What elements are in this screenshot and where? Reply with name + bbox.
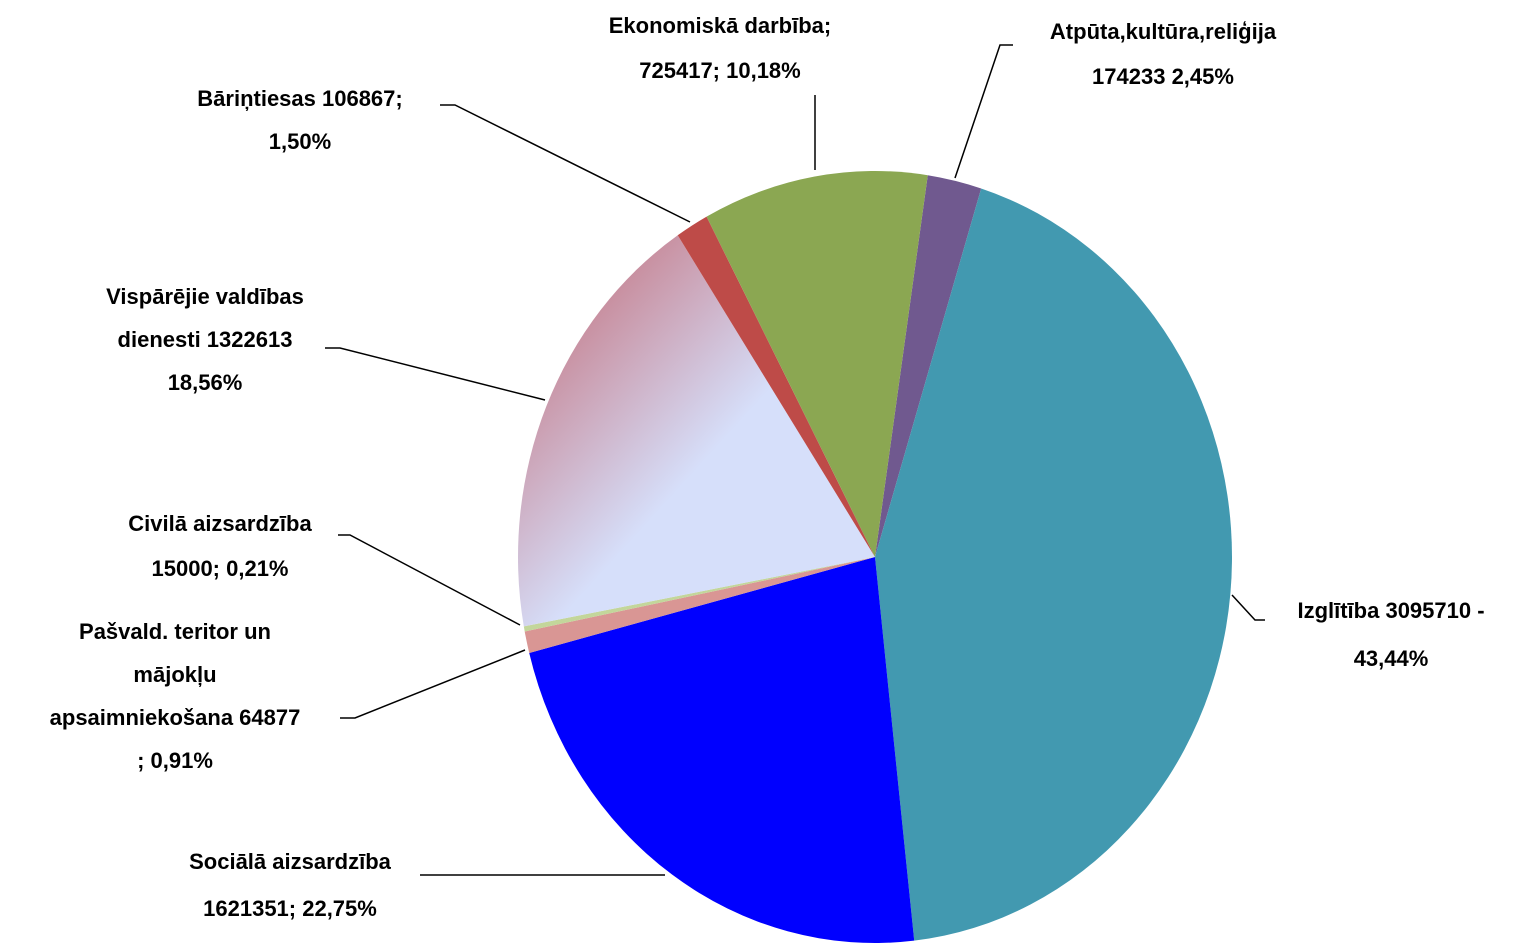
data-label: 1621351; 22,75% bbox=[203, 896, 377, 921]
data-label: Atpūta,kultūra,reliģija bbox=[1050, 19, 1277, 44]
pie-slice bbox=[875, 188, 1233, 941]
leader-line bbox=[340, 649, 526, 719]
data-label: 1,50% bbox=[269, 129, 331, 154]
leader-line bbox=[1231, 594, 1265, 621]
pie-slice bbox=[523, 557, 875, 632]
data-label: mājokļu bbox=[133, 662, 216, 687]
pie-slice bbox=[518, 235, 875, 627]
data-label: Civilā aizsardzība bbox=[128, 511, 312, 536]
leader-line bbox=[338, 534, 521, 626]
data-label: Pašvald. teritor un bbox=[79, 619, 271, 644]
data-label: Izglītība 3095710 - bbox=[1297, 598, 1484, 623]
data-label: Vispārējie valdības bbox=[106, 284, 304, 309]
data-label: 43,44% bbox=[1354, 646, 1429, 671]
leader-line bbox=[954, 44, 1013, 179]
pie-slice bbox=[677, 216, 875, 557]
pie-slice bbox=[706, 171, 928, 557]
data-label: 18,56% bbox=[168, 370, 243, 395]
data-label: ; 0,91% bbox=[137, 748, 213, 773]
leader-line bbox=[440, 104, 691, 223]
data-label: 174233 2,45% bbox=[1092, 64, 1234, 89]
pie-slice bbox=[529, 557, 915, 943]
data-label: Ekonomiskā darbība; bbox=[609, 13, 832, 38]
data-label: 15000; 0,21% bbox=[152, 556, 289, 581]
pie-slice bbox=[875, 175, 982, 558]
leader-line bbox=[325, 347, 546, 401]
data-label: dienesti 1322613 bbox=[118, 327, 293, 352]
pie-slice bbox=[524, 557, 875, 653]
data-label: 725417; 10,18% bbox=[639, 58, 800, 83]
data-label: apsaimniekošana 64877 bbox=[50, 705, 301, 730]
data-label: Sociālā aizsardzība bbox=[189, 849, 392, 874]
data-label: Bāriņtiesas 106867; bbox=[197, 86, 402, 111]
